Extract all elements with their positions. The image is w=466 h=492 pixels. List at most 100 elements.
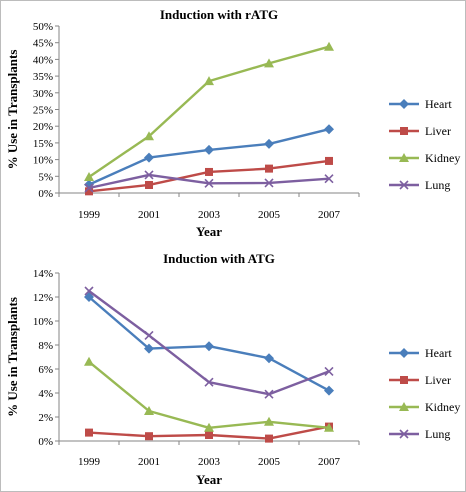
data-point-kidney xyxy=(204,76,214,86)
legend-label-kidney: Kidney xyxy=(425,400,460,414)
data-point-kidney xyxy=(84,356,94,366)
series-line-kidney xyxy=(88,45,330,178)
series-line-heart xyxy=(88,128,330,186)
y-tick-label: 30% xyxy=(33,88,53,100)
legend-marker-kidney xyxy=(399,402,409,411)
data-point-lung xyxy=(264,178,274,188)
y-tick-label: 20% xyxy=(33,121,53,133)
y-tick-label: 45% xyxy=(33,38,53,50)
x-tick-label: 2005 xyxy=(258,209,281,221)
legend-label-liver: Liver xyxy=(425,124,451,138)
data-point-kidney xyxy=(324,41,334,51)
data-point-kidney xyxy=(84,171,94,181)
y-tick-label: 4% xyxy=(38,388,53,400)
data-point-kidney xyxy=(204,422,214,432)
legend-item-lung: Lung xyxy=(389,178,450,192)
x-tick-label: 2001 xyxy=(138,456,160,468)
x-axis-label: Year xyxy=(196,224,222,239)
legend-marker-liver xyxy=(400,376,408,384)
y-tick-label: 0% xyxy=(38,188,53,200)
data-point-heart xyxy=(144,152,154,163)
x-tick-label: 2005 xyxy=(258,456,281,468)
y-tick-label: 0% xyxy=(38,436,53,448)
series-kidney xyxy=(84,356,334,432)
legend-item-kidney: Kidney xyxy=(389,151,460,165)
legend-item-kidney: Kidney xyxy=(389,400,460,414)
legend-marker-lung-stroke-b xyxy=(399,180,409,190)
y-axis-label: % Use in Transplants xyxy=(5,50,20,170)
y-tick-label: 35% xyxy=(33,71,53,83)
legend-item-heart: Heart xyxy=(389,346,452,360)
legend-marker-lung-stroke-b xyxy=(399,429,409,439)
x-axis-label: Year xyxy=(196,472,222,487)
data-point-lung xyxy=(264,389,274,399)
data-point-liver xyxy=(205,167,213,176)
data-point-liver xyxy=(85,428,93,437)
data-point-lung xyxy=(84,183,94,193)
data-point-kidney xyxy=(324,422,334,432)
data-point-lung-stroke-b xyxy=(84,183,94,193)
x-tick-label: 1999 xyxy=(78,209,101,221)
chart-title: Induction with rATG xyxy=(160,7,278,22)
data-point-heart xyxy=(324,385,334,396)
legend-marker-heart xyxy=(399,348,409,358)
legend-item-liver: Liver xyxy=(389,373,451,387)
data-point-lung-stroke-b xyxy=(324,174,334,184)
series-kidney xyxy=(84,41,334,181)
series-line-liver xyxy=(88,159,330,193)
series-heart xyxy=(84,292,334,396)
data-point-kidney xyxy=(264,416,274,426)
legend-label-lung: Lung xyxy=(425,178,450,192)
data-point-heart xyxy=(204,144,214,155)
data-point-kidney xyxy=(264,58,274,68)
data-point-liver xyxy=(145,180,153,189)
data-point-lung xyxy=(204,377,214,387)
data-point-lung-stroke-b xyxy=(204,377,214,387)
x-tick-label: 2007 xyxy=(318,209,341,221)
x-tick-label: 2007 xyxy=(318,456,341,468)
y-tick-label: 2% xyxy=(38,412,53,424)
legend: Heart Liver Kidney Lung xyxy=(389,346,460,441)
x-tick-label: 2001 xyxy=(138,209,160,221)
data-point-lung-stroke-b xyxy=(144,330,154,340)
data-point-heart xyxy=(264,138,274,149)
data-point-lung xyxy=(324,174,334,184)
chart-ATG: Induction with ATG 0% 2% 4% 6% 8% 10% 12% 14% 199… xyxy=(5,251,460,487)
legend-marker-heart xyxy=(399,99,409,109)
legend-marker-liver xyxy=(400,127,408,135)
data-point-lung-stroke-b xyxy=(264,389,274,399)
legend-label-liver: Liver xyxy=(425,373,451,387)
x-tick-label: 1999 xyxy=(78,456,101,468)
y-tick-label: 10% xyxy=(33,316,53,328)
data-point-lung-stroke-b xyxy=(144,170,154,180)
x-tick-label: 2003 xyxy=(198,456,221,468)
data-point-lung-stroke-b xyxy=(84,286,94,296)
legend: Heart Liver Kidney Lung xyxy=(389,97,460,192)
chart-title: Induction with ATG xyxy=(163,251,275,266)
chart-rATG: Induction with rATG 0% 5% 10% 15% 20% 25% 30% 35… xyxy=(5,7,460,239)
y-tick-label: 12% xyxy=(33,292,53,304)
data-point-heart xyxy=(204,341,214,352)
x-tick-label: 2003 xyxy=(198,209,221,221)
data-point-lung-stroke-b xyxy=(264,178,274,188)
legend-label-kidney: Kidney xyxy=(425,151,460,165)
y-tick-label: 6% xyxy=(38,364,53,376)
y-tick-label: 50% xyxy=(33,21,53,33)
legend-item-heart: Heart xyxy=(389,97,452,111)
data-point-kidney xyxy=(144,131,154,141)
data-point-lung xyxy=(144,330,154,340)
data-point-lung xyxy=(84,286,94,296)
data-point-lung xyxy=(144,170,154,180)
y-tick-label: 5% xyxy=(38,171,53,183)
data-point-lung-stroke-b xyxy=(204,178,214,188)
data-point-liver xyxy=(265,164,273,173)
legend-label-heart: Heart xyxy=(425,97,452,111)
data-point-liver xyxy=(205,431,213,439)
data-point-heart xyxy=(324,124,334,135)
series-lung xyxy=(84,286,334,399)
legend-marker-lung xyxy=(399,180,409,190)
y-tick-label: 40% xyxy=(33,54,53,66)
data-point-kidney xyxy=(144,406,154,415)
legend-marker-lung xyxy=(399,429,409,439)
data-point-liver xyxy=(325,156,333,165)
